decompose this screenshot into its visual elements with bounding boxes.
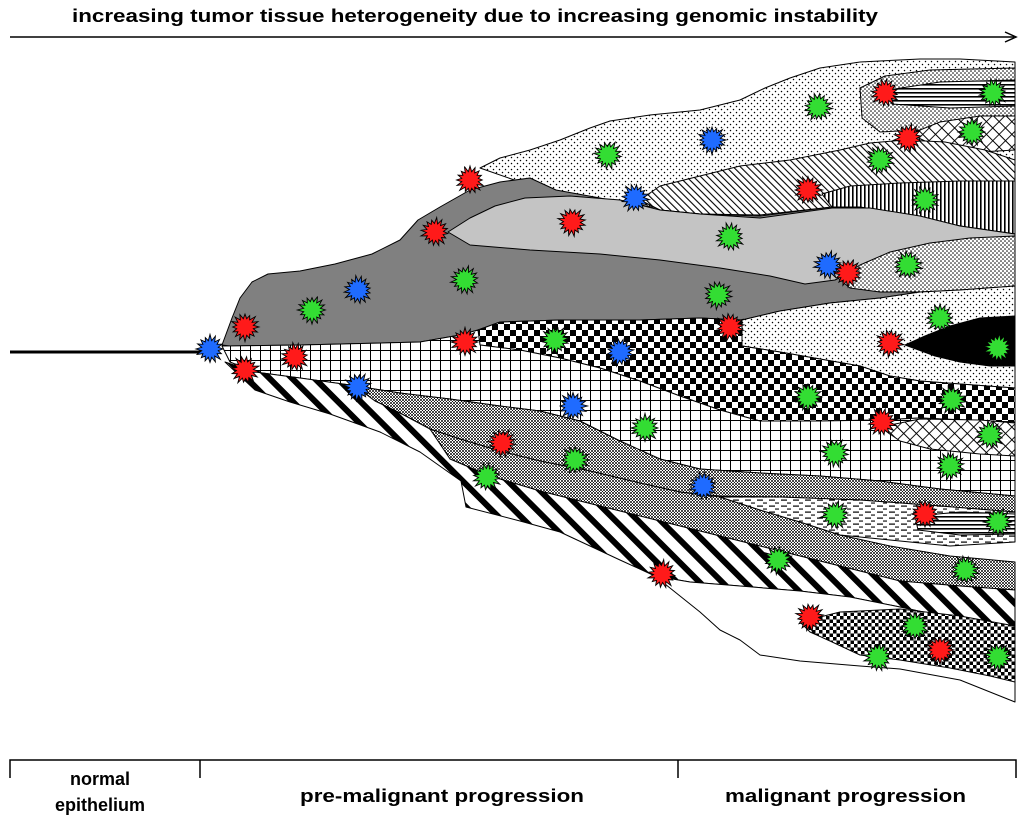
red-mutation-starburst [793, 175, 825, 204]
green-mutation-starburst [471, 461, 502, 492]
stage-label-normal-line1: normal [70, 769, 130, 789]
red-mutation-starburst [910, 498, 939, 529]
blue-mutation-starburst [341, 372, 373, 403]
green-mutation-starburst [714, 221, 745, 252]
green-mutation-starburst [981, 508, 1013, 538]
clone-region-medium-dots-right [837, 235, 1016, 293]
green-mutation-starburst [982, 331, 1013, 364]
blue-mutation-starburst [687, 470, 718, 501]
red-mutation-starburst [485, 428, 517, 459]
diagram-title: increasing tumor tissue heterogeneity du… [72, 6, 878, 26]
green-mutation-starburst [950, 554, 982, 584]
green-mutation-starburst [982, 643, 1013, 674]
green-mutation-starburst [539, 326, 570, 357]
blue-mutation-starburst [811, 249, 842, 281]
green-mutation-starburst [925, 302, 954, 333]
clone-region-small-checker-bottom [799, 608, 1016, 683]
green-mutation-starburst [448, 264, 479, 296]
green-mutation-starburst [763, 545, 794, 577]
blue-mutation-starburst [606, 337, 636, 368]
green-mutation-starburst [803, 91, 835, 122]
clone-region-thick-diagonal [224, 361, 1016, 629]
red-mutation-starburst [875, 328, 906, 360]
green-mutation-starburst [956, 115, 987, 147]
red-mutation-starburst [231, 312, 261, 344]
green-mutation-starburst [893, 249, 925, 279]
green-mutation-starburst [560, 445, 592, 474]
red-mutation-starburst [449, 325, 480, 357]
green-mutation-starburst [295, 296, 327, 326]
green-mutation-starburst [900, 610, 929, 641]
clone-region-solid-black [904, 315, 1016, 367]
mutation-events [194, 76, 1013, 674]
green-mutation-starburst [974, 418, 1004, 450]
blue-mutation-starburst [342, 273, 372, 305]
heterogeneity-arrow [10, 31, 1018, 43]
red-mutation-starburst [279, 340, 309, 372]
red-mutation-starburst [230, 354, 262, 385]
blue-mutation-starburst [194, 332, 225, 364]
green-mutation-starburst [794, 382, 824, 414]
stage-bracket [9, 759, 1017, 778]
red-mutation-starburst [419, 215, 450, 248]
blue-mutation-starburst [698, 125, 728, 157]
green-mutation-starburst [977, 76, 1007, 108]
stage-label-malignant: malignant progression [725, 786, 966, 806]
red-mutation-starburst [891, 122, 922, 154]
red-mutation-starburst [794, 603, 825, 634]
red-mutation-starburst [646, 557, 677, 590]
green-mutation-starburst [910, 185, 942, 214]
red-mutation-starburst [455, 164, 484, 195]
stage-label-normal-line2: epithelium [55, 795, 145, 815]
blue-mutation-starburst [558, 391, 590, 420]
green-mutation-starburst [862, 640, 893, 673]
red-mutation-starburst [926, 635, 956, 667]
red-mutation-starburst [556, 208, 587, 239]
green-mutation-starburst [818, 438, 850, 469]
blue-mutation-starburst [620, 182, 652, 213]
red-mutation-starburst [869, 77, 900, 108]
stage-label-premalignant: pre-malignant progression [300, 786, 584, 806]
green-mutation-starburst [629, 411, 660, 443]
green-mutation-starburst [591, 140, 623, 171]
red-mutation-starburst [716, 312, 746, 343]
green-mutation-starburst [866, 145, 896, 176]
green-mutation-starburst [703, 280, 734, 312]
green-mutation-starburst [936, 451, 966, 482]
green-mutation-starburst [818, 499, 849, 531]
red-mutation-starburst [867, 406, 899, 436]
clone-region-diagonal-thin [639, 139, 1016, 216]
clone-region-dashes [719, 496, 1016, 547]
clone-tree [221, 58, 1016, 703]
green-mutation-starburst [937, 384, 969, 415]
